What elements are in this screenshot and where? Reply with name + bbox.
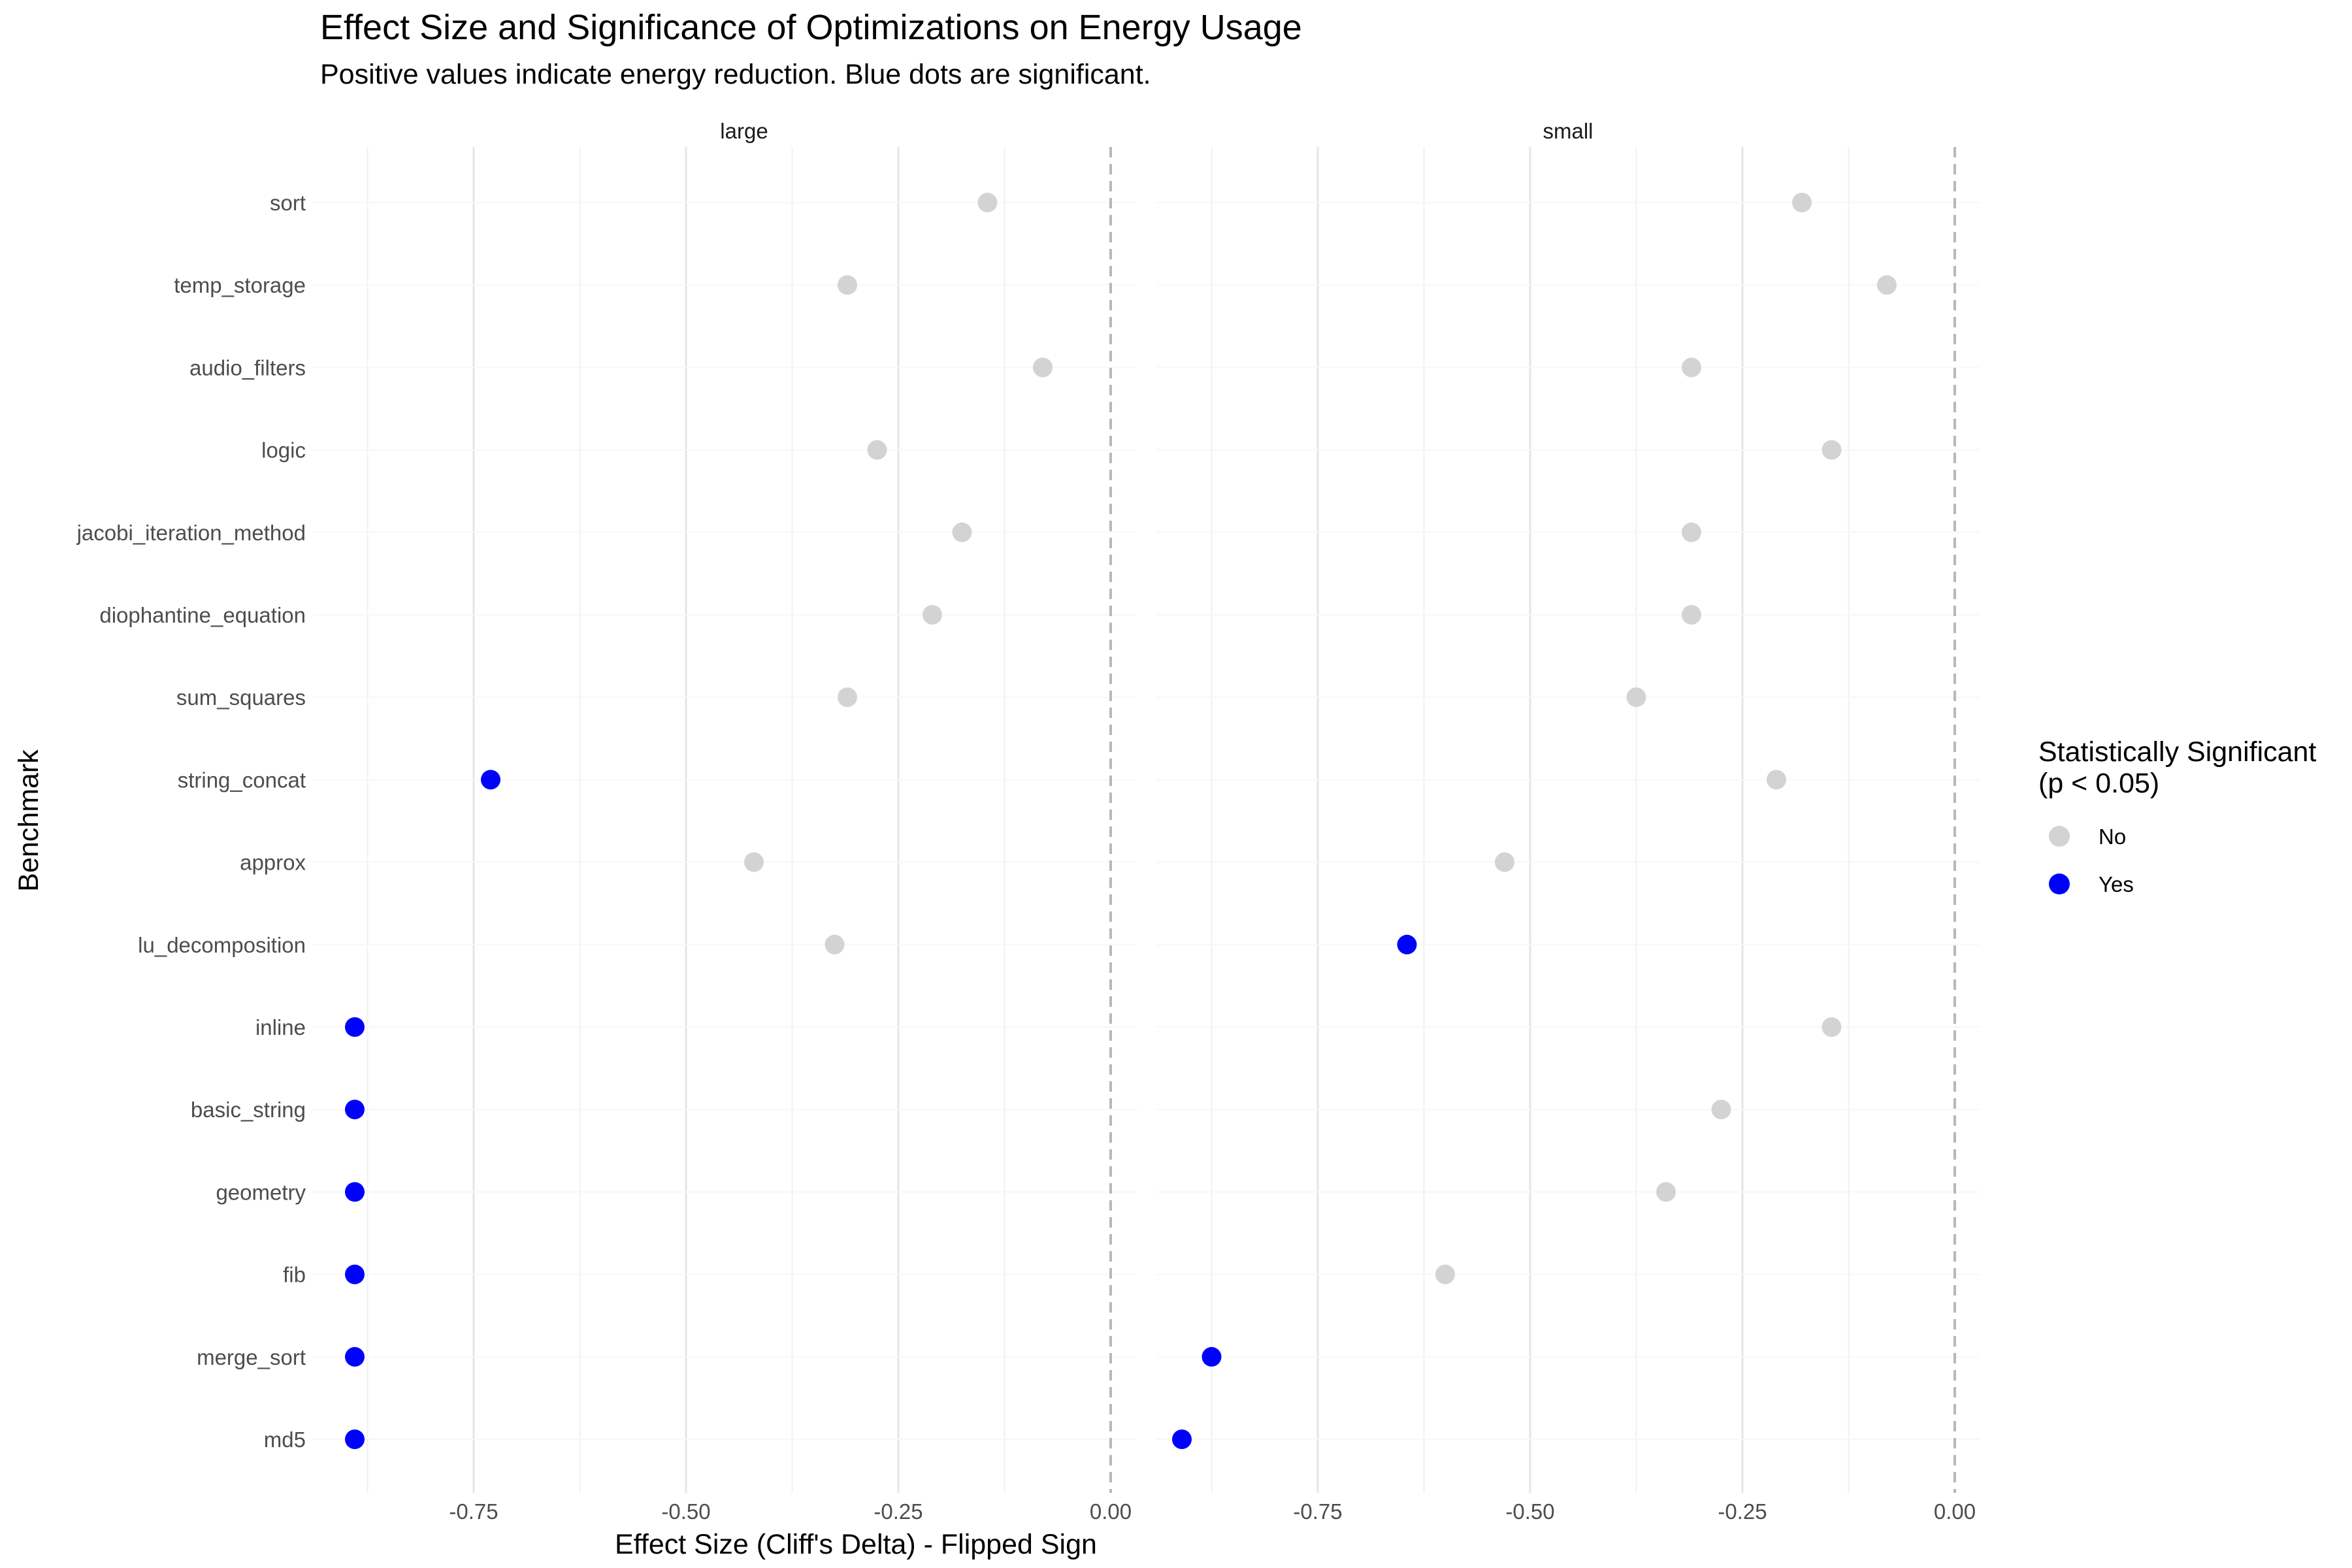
- y-tick-label: lu_decomposition: [138, 933, 306, 957]
- legend-title-line1: Statistically Significant: [2038, 736, 2316, 768]
- point-logic: [1821, 440, 1842, 460]
- y-tick-label: fib: [283, 1263, 306, 1287]
- y-tick-label: logic: [261, 438, 306, 463]
- x-tick-label: 0.00: [1090, 1499, 1132, 1524]
- x-tick-label: -0.50: [661, 1499, 710, 1524]
- legend-key-no: [2049, 826, 2070, 847]
- point-md5: [1172, 1429, 1192, 1449]
- y-tick-label: temp_storage: [174, 273, 306, 297]
- point-audio_filters: [1033, 357, 1053, 378]
- point-string_concat: [1767, 770, 1786, 790]
- point-temp_storage: [838, 275, 857, 295]
- legend-label-yes: Yes: [2099, 872, 2134, 896]
- y-tick-label: audio_filters: [189, 355, 306, 380]
- point-sort: [977, 193, 998, 212]
- point-basic_string: [1711, 1100, 1731, 1120]
- x-tick-label: -0.75: [1293, 1499, 1342, 1524]
- y-tick-label: jacobi_iteration_method: [76, 521, 306, 545]
- y-tick-label: md5: [264, 1428, 306, 1452]
- point-lu_decomposition: [1397, 934, 1417, 955]
- y-tick-label: inline: [255, 1015, 306, 1039]
- chart-subtitle: Positive values indicate energy reductio…: [320, 59, 1151, 90]
- legend: Statistically Significant (p < 0.05) No Y…: [2038, 736, 2316, 896]
- point-fib: [1435, 1264, 1455, 1284]
- x-tick-label: -0.50: [1505, 1499, 1554, 1524]
- x-tick-label: -0.25: [874, 1499, 923, 1524]
- point-jacobi_iteration_method: [1682, 522, 1701, 542]
- point-approx: [1495, 852, 1514, 872]
- point-audio_filters: [1682, 357, 1701, 378]
- legend-label-no: No: [2099, 825, 2126, 849]
- point-geometry: [1656, 1182, 1676, 1202]
- point-string_concat: [481, 770, 500, 790]
- point-diophantine_equation: [1682, 605, 1701, 625]
- point-inline: [345, 1017, 365, 1037]
- y-tick-label: basic_string: [191, 1098, 306, 1122]
- point-logic: [867, 440, 887, 460]
- point-fib: [345, 1264, 365, 1284]
- point-jacobi_iteration_method: [952, 522, 972, 542]
- y-tick-label: sum_squares: [176, 685, 306, 710]
- point-approx: [744, 852, 764, 872]
- point-temp_storage: [1877, 275, 1897, 295]
- point-sum_squares: [1626, 687, 1646, 708]
- y-tick-label: string_concat: [178, 768, 306, 792]
- panel-large: large -0.75 -0.50 -0.25 0.00: [312, 119, 1137, 1524]
- panel-strip-label: large: [720, 119, 768, 143]
- point-inline: [1821, 1017, 1842, 1037]
- point-md5: [345, 1429, 365, 1449]
- y-tick-label: geometry: [216, 1180, 306, 1204]
- point-geometry: [345, 1182, 365, 1202]
- x-tick-label: 0.00: [1934, 1499, 1976, 1524]
- point-lu_decomposition: [825, 934, 845, 955]
- legend-title-line2: (p < 0.05): [2038, 768, 2159, 799]
- point-basic_string: [345, 1100, 365, 1120]
- y-axis-title: Benchmark: [13, 749, 44, 892]
- point-merge_sort: [345, 1347, 365, 1367]
- panels: large -0.75 -0.50 -0.25 0.00 small -0.75 -0.50 -…: [312, 119, 1980, 1524]
- y-tick-label: approx: [240, 851, 306, 875]
- y-tick-label: merge_sort: [197, 1345, 306, 1369]
- x-tick-label: -0.25: [1718, 1499, 1767, 1524]
- y-tick-label: sort: [270, 191, 306, 215]
- panel-strip-label: small: [1543, 119, 1593, 143]
- point-sum_squares: [838, 687, 857, 708]
- panel-small: small -0.75 -0.50 -0.25 0.00: [1156, 119, 1980, 1524]
- point-diophantine_equation: [923, 605, 942, 625]
- point-sort: [1792, 193, 1812, 212]
- chart-title: Effect Size and Significance of Optimiza…: [320, 8, 1302, 47]
- x-axis-title: Effect Size (Cliff's Delta) - Flipped Si…: [615, 1529, 1097, 1560]
- legend-key-yes: [2049, 874, 2070, 894]
- point-merge_sort: [1201, 1347, 1222, 1367]
- y-tick-label: diophantine_equation: [99, 603, 306, 627]
- x-tick-label: -0.75: [449, 1499, 498, 1524]
